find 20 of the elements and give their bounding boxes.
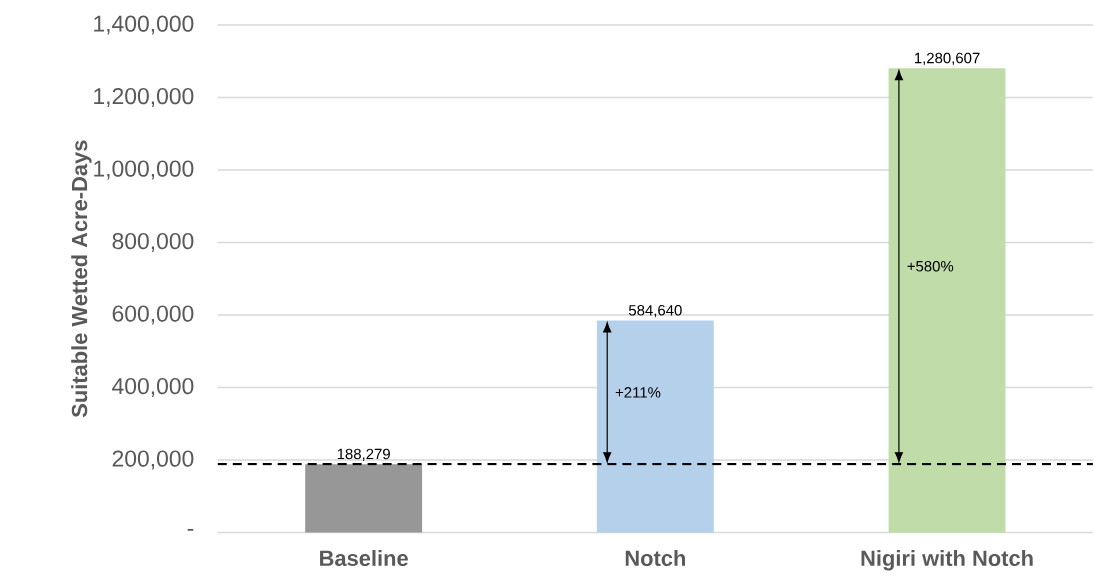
x-tick-label: Notch <box>625 549 685 566</box>
data-label: 1,280,607 <box>914 52 980 65</box>
y-tick-label: 800,000 <box>112 232 194 252</box>
data-label: 188,279 <box>337 448 390 461</box>
x-tick-label: Baseline <box>320 549 408 566</box>
bar <box>596 320 714 533</box>
y-tick-label: 1,000,000 <box>94 160 194 180</box>
y-tick-label: 1,200,000 <box>94 87 194 107</box>
y-axis-title: Suitable Wetted Acre-Days <box>71 140 92 418</box>
y-tick-label: 400,000 <box>112 377 194 397</box>
y-tick-label: 1,400,000 <box>94 15 194 35</box>
annotation: +211% <box>615 386 661 398</box>
bar <box>305 464 423 533</box>
bar <box>888 68 1006 533</box>
annotation: +580% <box>907 260 954 272</box>
y-tick-label: 200,000 <box>112 450 194 470</box>
x-tick-label: Nigiri with Notch <box>861 549 1033 571</box>
y-tick-label: 600,000 <box>112 305 194 325</box>
data-label: 584,640 <box>628 304 682 318</box>
y-tick-label: - <box>187 528 194 531</box>
